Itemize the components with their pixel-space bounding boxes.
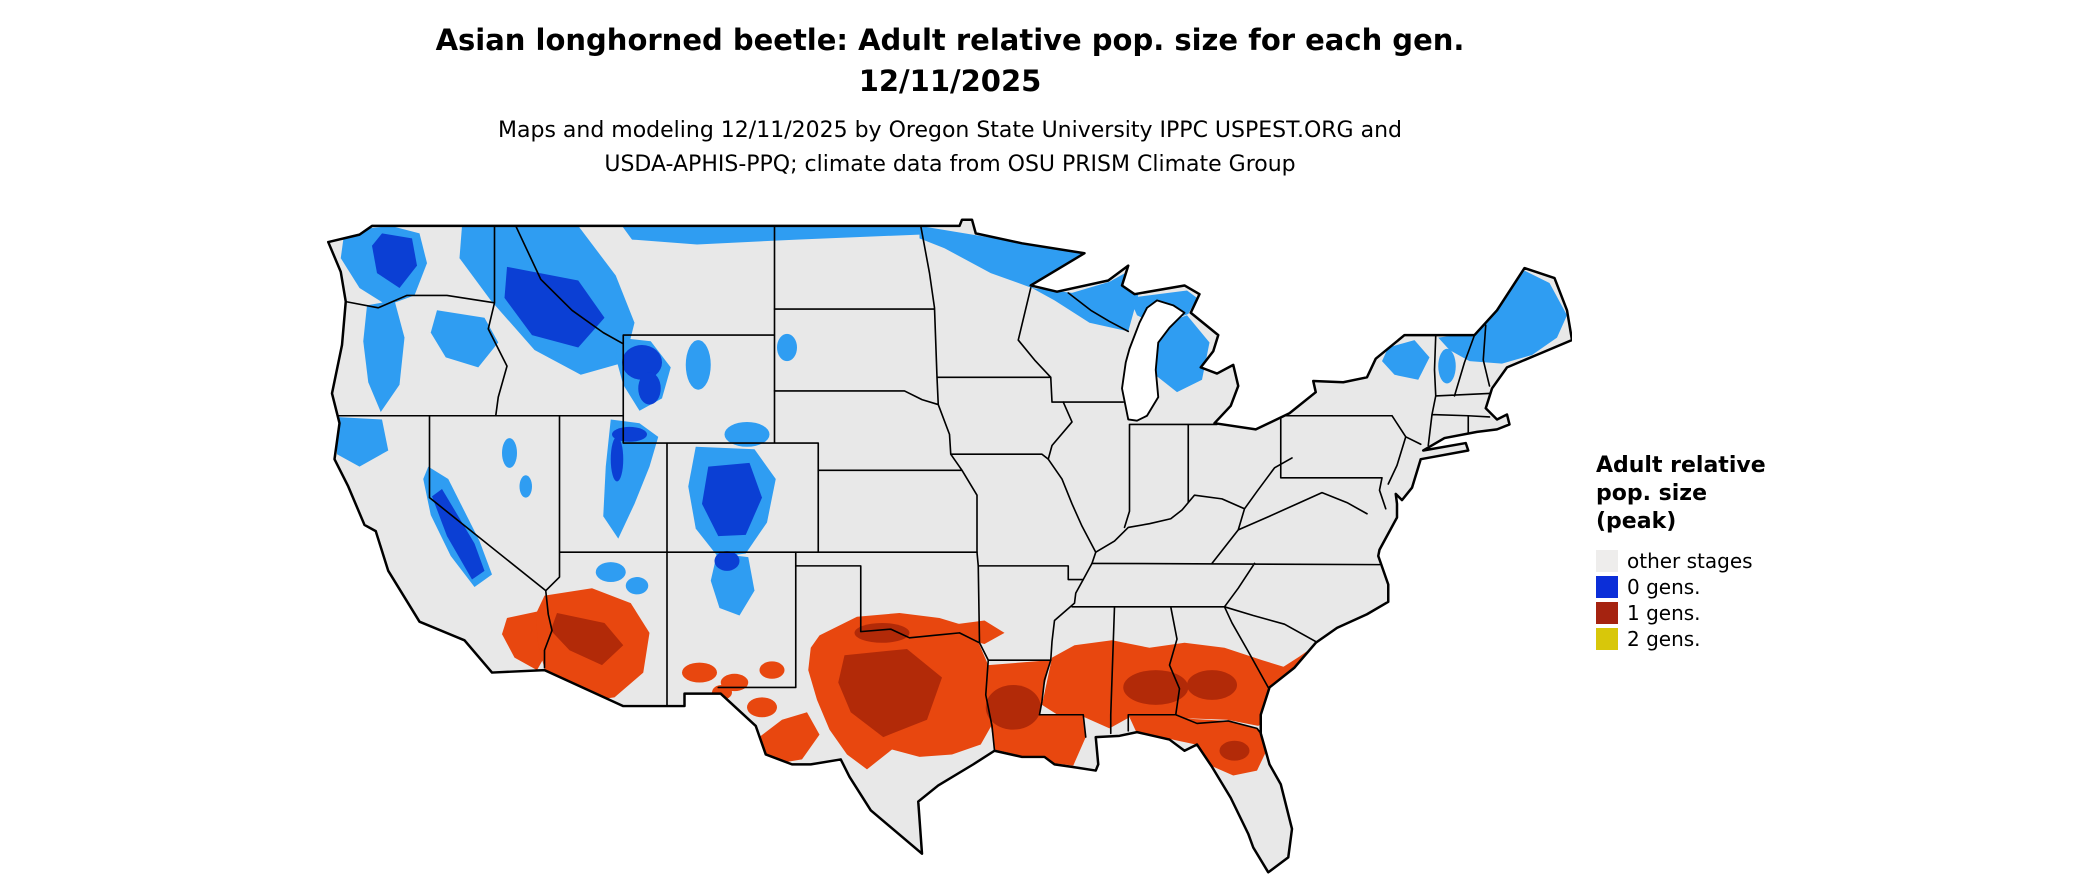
us-national-outline [327,218,1572,874]
zero-gens-region-dark [372,233,762,580]
legend-swatch-2-gens [1596,628,1618,650]
legend-rows: other stages 0 gens. 1 gens. 2 gens. [1596,548,1846,652]
legend-label: other stages [1627,549,1753,573]
legend-label: 2 gens. [1627,627,1701,651]
legend-item: 0 gens. [1596,574,1846,600]
legend-item: 2 gens. [1596,626,1846,652]
page-subtitle-line2: USDA-APHIS-PPQ; climate data from OSU PR… [604,152,1296,177]
page-subtitle: Maps and modeling 12/11/2025 by Oregon S… [0,114,1900,182]
legend-title-line3: (peak) [1596,509,1677,534]
legend-swatch-0-gens [1596,576,1618,598]
one-gen-region-dark [550,613,1250,761]
legend-swatch-1-gens [1596,602,1618,624]
header: Asian longhorned beetle: Adult relative … [0,20,1900,182]
legend-label: 1 gens. [1627,601,1701,625]
legend-item: other stages [1596,548,1846,574]
legend-item: 1 gens. [1596,600,1846,626]
state-borders [337,225,1491,752]
legend-swatch-other-stages [1596,550,1618,572]
page-title-line2: 12/11/2025 [858,64,1042,98]
legend-title-line1: Adult relative [1596,453,1766,478]
us-map-svg [327,218,1572,874]
legend-title-line2: pop. size [1596,481,1707,506]
lake-michigan [1121,299,1186,422]
legend-title: Adult relative pop. size (peak) [1596,452,1846,536]
legend: Adult relative pop. size (peak) other st… [1596,452,1846,652]
us-map [322,216,1572,881]
page-subtitle-line1: Maps and modeling 12/11/2025 by Oregon S… [498,118,1402,143]
page-title-line1: Asian longhorned beetle: Adult relative … [435,23,1465,57]
legend-label: 0 gens. [1627,575,1701,599]
